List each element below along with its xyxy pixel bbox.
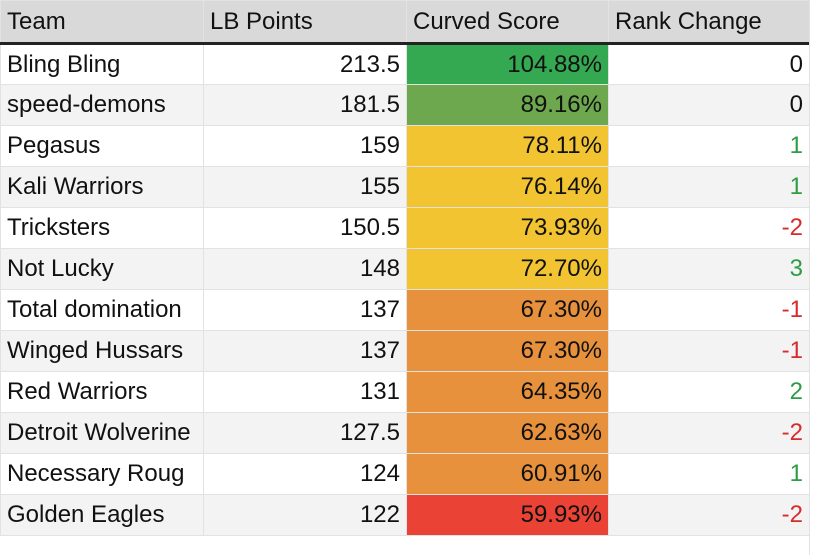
lb-points-cell[interactable]: 150.5 [203,207,407,249]
lb-points-cell[interactable]: 131 [203,371,407,413]
curved-score-cell[interactable]: 67.30% [406,330,609,372]
rank-change-cell[interactable]: -1 [608,289,810,331]
lb-points-cell[interactable]: 213.5 [203,43,407,85]
rank-change-cell[interactable]: -2 [608,494,810,536]
header-curved-score[interactable]: Curved Score [406,0,609,45]
table-row: Necessary Roug 124 60.91% 1 [0,453,810,495]
team-cell[interactable]: Necessary Roug [0,453,204,495]
table-row: Golden Eagles 122 59.93% -2 [0,494,810,536]
rank-change-cell[interactable]: 1 [608,125,810,167]
table-row: Not Lucky 148 72.70% 3 [0,248,810,290]
rank-change-cell[interactable]: -2 [608,207,810,249]
table-row: Red Warriors 131 64.35% 2 [0,371,810,413]
table-row: Tricksters 150.5 73.93% -2 [0,207,810,249]
header-team[interactable]: Team [0,0,204,45]
table-row: speed-demons 181.5 89.16% 0 [0,84,810,126]
header-row: Team LB Points Curved Score Rank Change [0,0,810,45]
team-cell[interactable]: Red Warriors [0,371,204,413]
rank-change-cell[interactable]: -2 [608,412,810,454]
header-lb-points[interactable]: LB Points [203,0,407,45]
lb-points-cell[interactable]: 181.5 [203,84,407,126]
curved-score-cell[interactable]: 60.91% [406,453,609,495]
table-row: Total domination 137 67.30% -1 [0,289,810,331]
team-cell[interactable]: Detroit Wolverine [0,412,204,454]
lb-points-cell[interactable]: 127.5 [203,412,407,454]
grid-right-border [809,0,810,555]
team-cell[interactable]: Total domination [0,289,204,331]
curved-score-cell[interactable]: 59.93% [406,494,609,536]
curved-score-cell[interactable]: 104.88% [406,43,609,85]
curved-score-cell[interactable]: 73.93% [406,207,609,249]
team-cell[interactable]: Not Lucky [0,248,204,290]
curved-score-cell[interactable]: 76.14% [406,166,609,208]
team-cell[interactable]: Winged Hussars [0,330,204,372]
lb-points-cell[interactable]: 159 [203,125,407,167]
team-cell[interactable]: Pegasus [0,125,204,167]
curved-score-cell[interactable]: 62.63% [406,412,609,454]
curved-score-cell[interactable]: 64.35% [406,371,609,413]
curved-score-cell[interactable]: 67.30% [406,289,609,331]
table-row: Detroit Wolverine 127.5 62.63% -2 [0,412,810,454]
header-rank-change[interactable]: Rank Change [608,0,810,45]
rank-change-cell[interactable]: 1 [608,166,810,208]
table-row: Winged Hussars 137 67.30% -1 [0,330,810,372]
leaderboard-table: Team LB Points Curved Score Rank Change … [0,0,810,536]
lb-points-cell[interactable]: 137 [203,330,407,372]
rank-change-cell[interactable]: 3 [608,248,810,290]
rank-change-cell[interactable]: 2 [608,371,810,413]
rank-change-cell[interactable]: 1 [608,453,810,495]
team-cell[interactable]: Bling Bling [0,43,204,85]
rank-change-cell[interactable]: -1 [608,330,810,372]
table-row: Pegasus 159 78.11% 1 [0,125,810,167]
team-cell[interactable]: Kali Warriors [0,166,204,208]
curved-score-cell[interactable]: 72.70% [406,248,609,290]
lb-points-cell[interactable]: 124 [203,453,407,495]
table-row: Kali Warriors 155 76.14% 1 [0,166,810,208]
lb-points-cell[interactable]: 155 [203,166,407,208]
curved-score-cell[interactable]: 89.16% [406,84,609,126]
lb-points-cell[interactable]: 148 [203,248,407,290]
rank-change-cell[interactable]: 0 [608,84,810,126]
team-cell[interactable]: speed-demons [0,84,204,126]
table-row: Bling Bling 213.5 104.88% 0 [0,43,810,85]
team-cell[interactable]: Tricksters [0,207,204,249]
lb-points-cell[interactable]: 137 [203,289,407,331]
curved-score-cell[interactable]: 78.11% [406,125,609,167]
lb-points-cell[interactable]: 122 [203,494,407,536]
rank-change-cell[interactable]: 0 [608,43,810,85]
team-cell[interactable]: Golden Eagles [0,494,204,536]
